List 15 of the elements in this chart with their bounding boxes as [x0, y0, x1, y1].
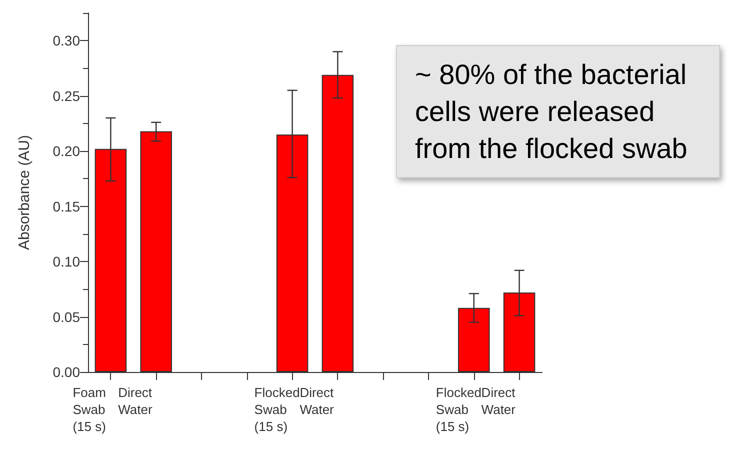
- x-tick-label: Direct Water: [481, 385, 516, 417]
- y-tick-label: 0.30: [52, 32, 80, 49]
- y-tick-label: 0.10: [52, 254, 80, 270]
- y-tick-label: 0.05: [52, 308, 80, 325]
- x-tick-label: Direct Water: [300, 385, 335, 417]
- y-tick-label: 0.00: [52, 364, 80, 380]
- annotation: ~ 80% of the bacterial cells were released from the flocked swab: [415, 59, 694, 164]
- y-axis-title: Absorbance (AU): [16, 134, 33, 250]
- y-tick-label: 0.25: [52, 88, 80, 104]
- x-tick-label: Flocked Swab (15 s): [254, 385, 300, 434]
- x-tick-label: Flocked Swab (15 s): [436, 385, 482, 434]
- x-tick-label: Foam Swab (15 s): [72, 385, 106, 434]
- y-tick-label: 0.15: [52, 198, 80, 214]
- y-tick-label: 0.20: [52, 143, 80, 160]
- x-tick-label: Direct Water: [118, 385, 153, 417]
